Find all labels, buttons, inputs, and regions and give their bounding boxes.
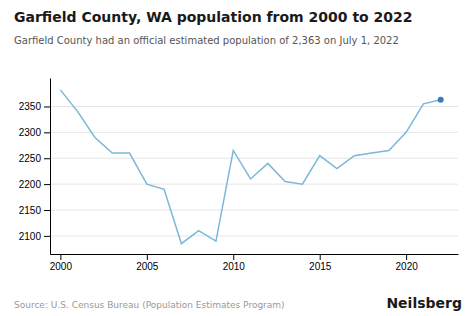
y-tick-mark: [44, 132, 50, 133]
y-axis: 2100 2150 2200 2250 2300 2350: [19, 79, 51, 255]
line: [60, 90, 440, 244]
brand: Neilsberg: [386, 295, 462, 311]
x-tick: 2010: [223, 254, 246, 272]
y-tick-mark: [44, 210, 50, 211]
y-tick: 2350: [19, 101, 50, 112]
source: Source: U.S. Census Bureau (Population E…: [14, 300, 285, 310]
x-tick-label: 2000: [50, 261, 73, 272]
x-tick-label: 2015: [309, 261, 332, 272]
y-tick-label: 2100: [19, 231, 42, 242]
x-tick-mark: [60, 254, 61, 260]
x-tick: 2005: [136, 254, 159, 272]
plot: 2000 2005 2010 2015 2020 2100 2150 2200 2250 2300…: [19, 79, 459, 273]
y-tick-label: 2150: [19, 205, 42, 216]
chart: Garfield County, WA population from 2000…: [0, 0, 474, 316]
y-tick: 2100: [19, 231, 50, 242]
x-tick: 2000: [50, 254, 73, 272]
y-tick-mark: [44, 184, 50, 185]
x-tick-mark: [233, 254, 234, 260]
x-tick-label: 2020: [396, 261, 419, 272]
grid-line: [50, 106, 458, 107]
point: [438, 97, 444, 103]
grid-line: [50, 158, 458, 159]
y-axis-line: [50, 79, 51, 255]
grid-line: [50, 235, 458, 236]
subtitle: Garfield County had an official estimate…: [14, 35, 399, 46]
grid-line: [50, 210, 458, 211]
y-tick-mark: [44, 106, 50, 107]
x-tick: 2015: [309, 254, 332, 272]
y-tick-label: 2300: [19, 127, 42, 138]
y-tick-label: 2250: [19, 153, 42, 164]
y-tick-mark: [44, 158, 50, 159]
x-tick-label: 2005: [136, 261, 159, 272]
x-tick-mark: [406, 254, 407, 260]
grid: [50, 106, 458, 235]
grid-line: [50, 132, 458, 133]
title: Garfield County, WA population from 2000…: [14, 9, 413, 25]
x-tick-mark: [147, 254, 148, 260]
x-tick-label: 2010: [223, 261, 246, 272]
y-tick: 2300: [19, 127, 50, 138]
x-tick-mark: [320, 254, 321, 260]
y-tick: 2200: [19, 179, 50, 190]
y-tick: 2250: [19, 153, 50, 164]
y-tick-label: 2350: [19, 101, 42, 112]
x-tick: 2020: [396, 254, 419, 272]
marks: [60, 90, 443, 244]
y-tick-mark: [44, 236, 50, 237]
x-axis: 2000 2005 2010 2015 2020: [50, 254, 459, 272]
y-tick: 2150: [19, 205, 50, 216]
x-axis-line: [51, 254, 459, 255]
grid-line: [50, 184, 458, 185]
y-tick-label: 2200: [19, 179, 42, 190]
